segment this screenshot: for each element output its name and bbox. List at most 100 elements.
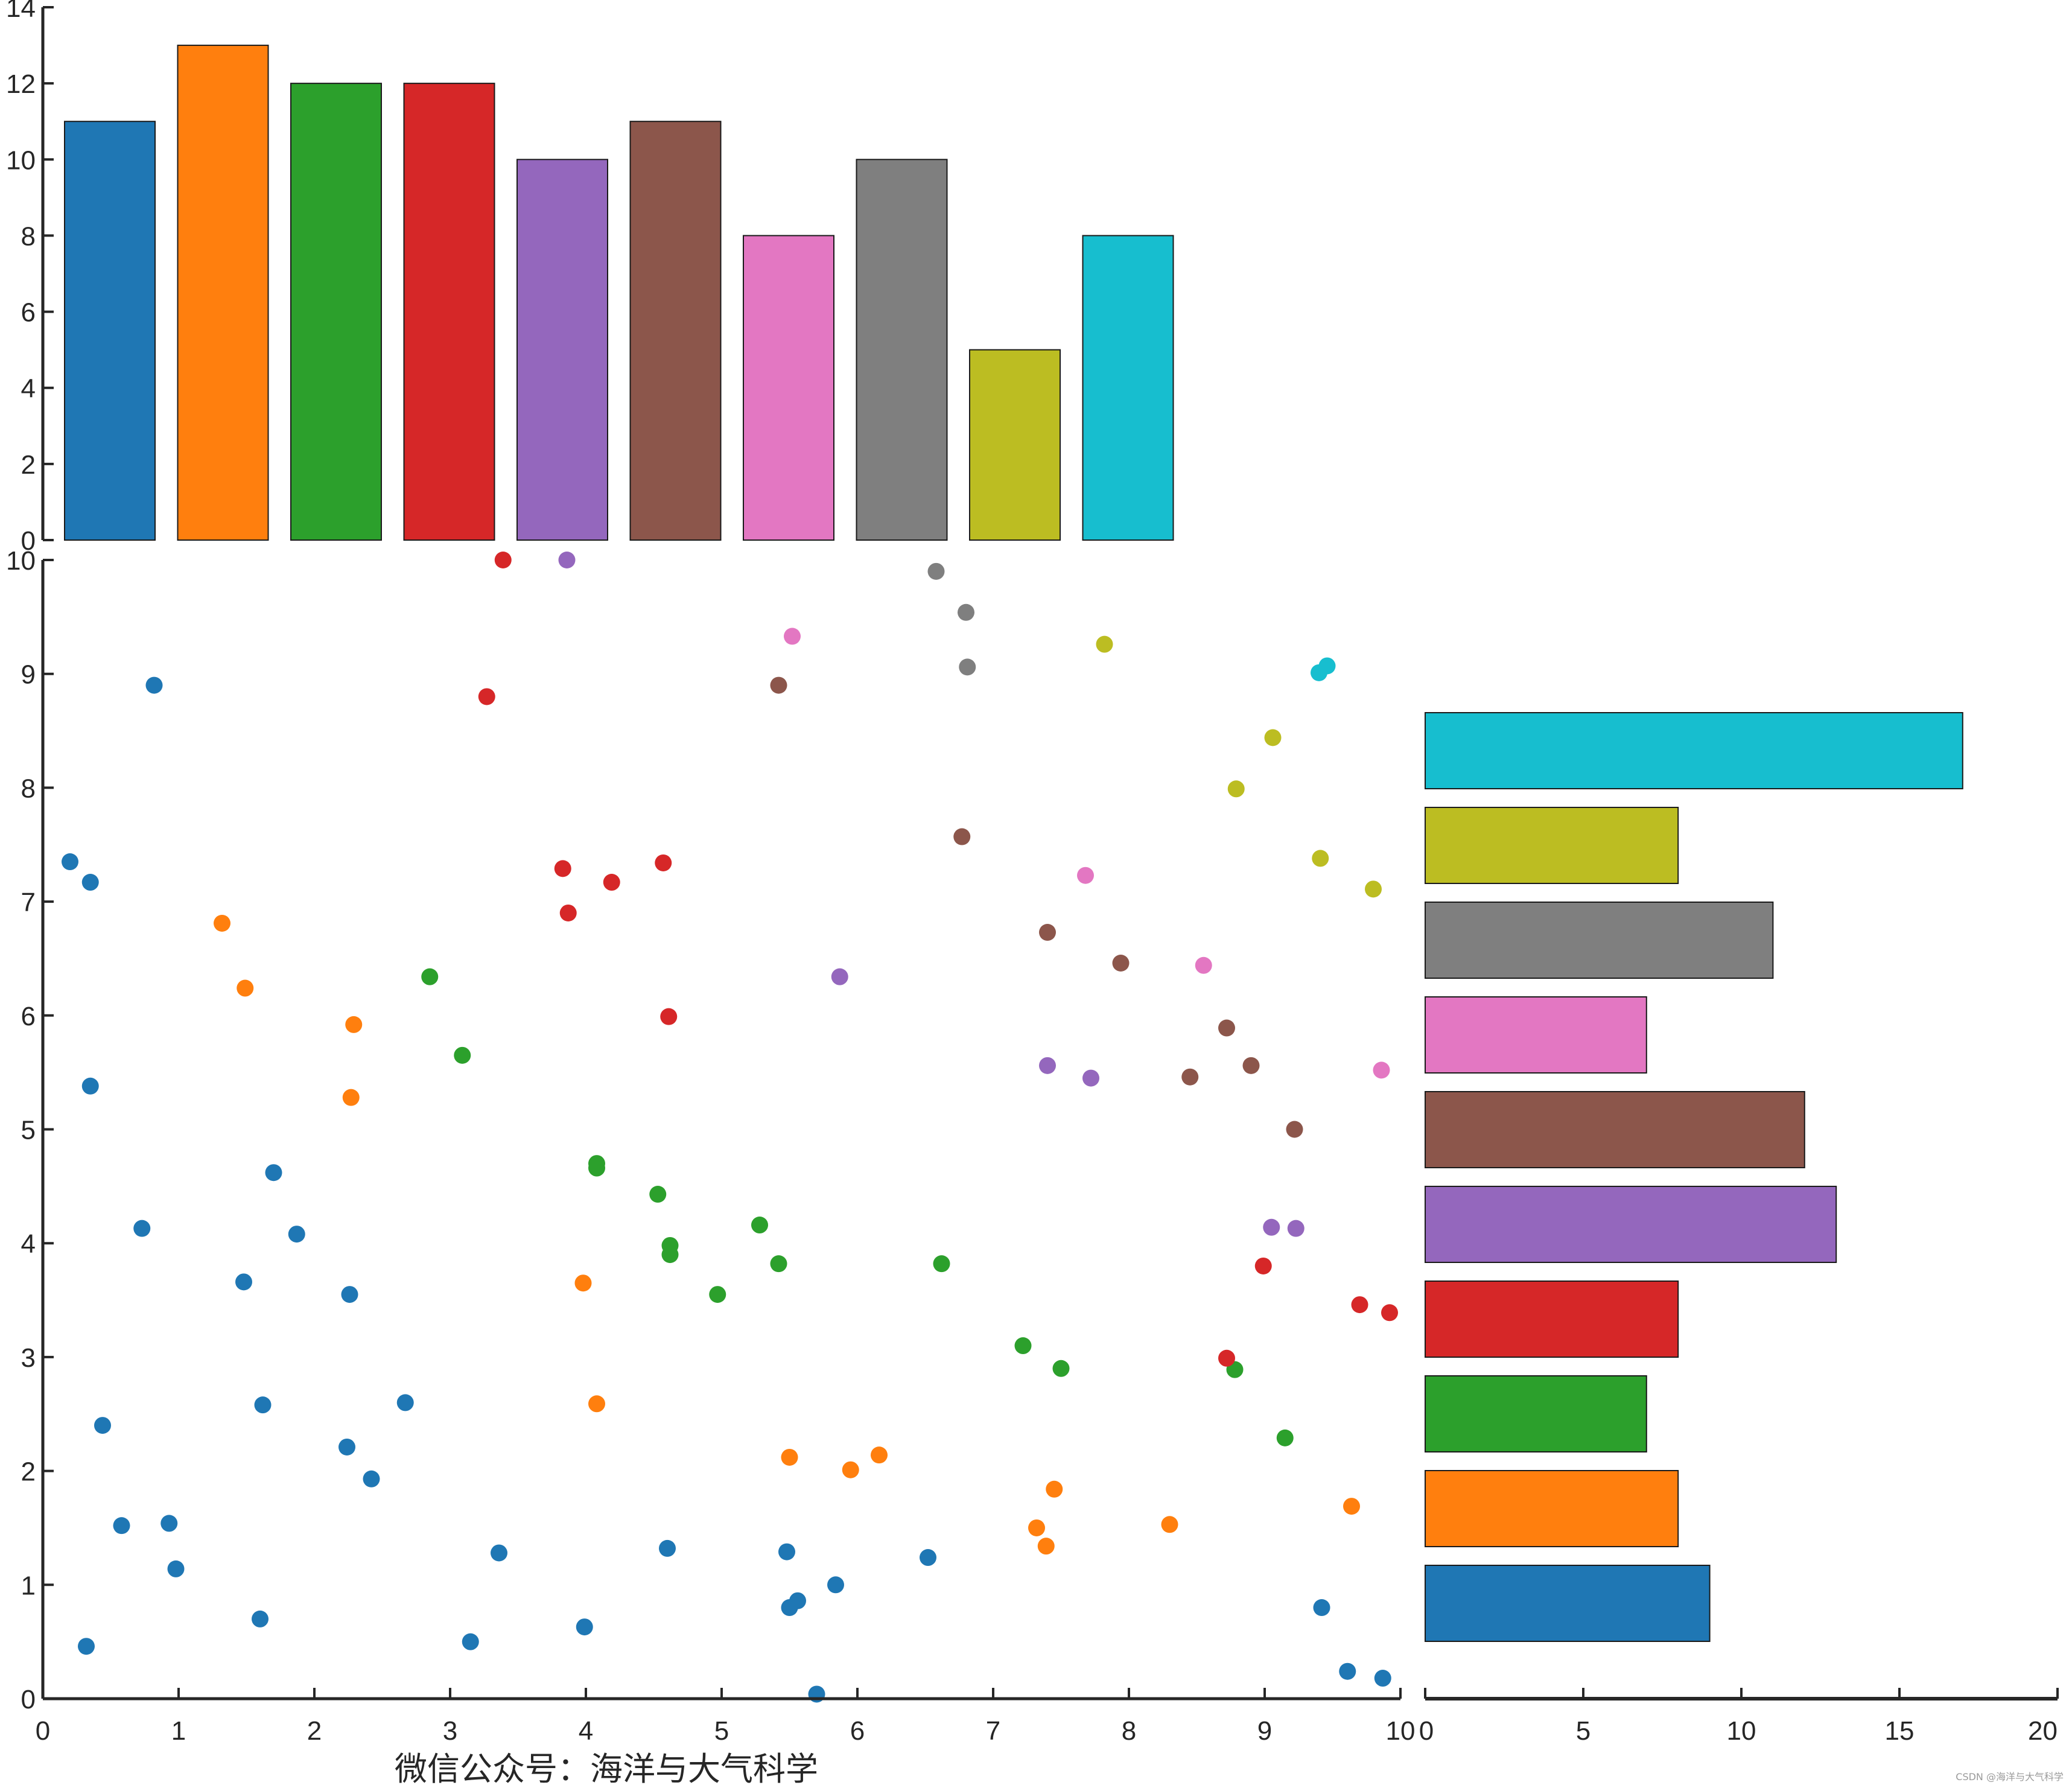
scatter-point-group-4 (603, 874, 620, 891)
scatter-point-group-3 (588, 1159, 605, 1177)
scatter-point-group-4 (1254, 1257, 1272, 1274)
scatter-point-group-1 (341, 1286, 358, 1303)
hbar-7 (1425, 996, 1647, 1074)
watermark-text: CSDN @海洋与大气科学 (1956, 1771, 2064, 1783)
x-tick-label: 3 (443, 1716, 457, 1746)
x-tick-label: 0 (1419, 1716, 1434, 1746)
scatter-point-group-2 (588, 1395, 605, 1413)
x-tick-label: 20 (2028, 1716, 2058, 1746)
scatter-point-group-4 (655, 854, 672, 871)
scatter-point-group-2 (342, 1089, 360, 1106)
x-tick-label: 9 (1257, 1716, 1272, 1746)
scatter-point-group-6 (953, 828, 971, 845)
scatter-point-group-8 (959, 658, 976, 676)
scatter-point-group-1 (62, 853, 78, 871)
x-tick-label: 10 (1386, 1716, 1416, 1746)
scatter-point-group-2 (237, 979, 254, 997)
x-tick-label: 7 (986, 1716, 1000, 1746)
bar-2 (177, 45, 269, 541)
y-tick-label: 0 (21, 526, 36, 556)
scatter-point-group-1 (1313, 1599, 1330, 1617)
scatter-point-group-7 (1077, 867, 1094, 884)
caption-text: 微信公众号：海洋与大气科学 (395, 1750, 818, 1788)
scatter-point-group-6 (770, 676, 787, 694)
x-tick-label: 6 (850, 1716, 865, 1746)
scatter-point-group-2 (214, 914, 230, 932)
scatter-point-group-2 (1161, 1516, 1178, 1533)
y-tick-label: 9 (21, 660, 36, 690)
scatter-point-group-1 (254, 1396, 272, 1414)
scatter-point-group-4 (559, 904, 577, 921)
scatter-point-group-1 (160, 1515, 178, 1532)
scatter-point-group-3 (933, 1255, 950, 1273)
scatter-point-group-9 (1096, 635, 1113, 653)
hbar-9 (1425, 807, 1679, 884)
scatter-point-group-1 (363, 1470, 380, 1487)
scatter-point-group-1 (94, 1417, 111, 1434)
scatter-point-group-1 (827, 1576, 844, 1594)
hbar-1 (1425, 1565, 1711, 1642)
scatter-point-group-1 (265, 1164, 282, 1182)
y-tick-label: 1 (21, 1571, 36, 1600)
scatter-point-group-3 (1276, 1429, 1294, 1446)
scatter-point-group-3 (661, 1246, 679, 1264)
x-tick-label: 0 (36, 1716, 50, 1746)
hbar-2 (1425, 1470, 1679, 1547)
scatter-point-group-4 (660, 1008, 678, 1025)
scatter-point-group-1 (920, 1549, 936, 1567)
scatter-point-group-1 (235, 1273, 252, 1291)
bar-9 (969, 349, 1061, 541)
hbar-5 (1425, 1186, 1837, 1263)
scatter-point-group-10 (1318, 657, 1336, 675)
scatter-point-group-1 (659, 1539, 676, 1557)
scatter-point-group-2 (1037, 1538, 1055, 1555)
scatter-point-group-1 (396, 1394, 414, 1411)
scatter-point-group-3 (770, 1255, 787, 1273)
scatter-point-group-3 (751, 1217, 768, 1234)
scatter-point-group-1 (1374, 1670, 1391, 1687)
scatter-point-group-2 (345, 1016, 363, 1033)
scatter-point-group-1 (778, 1543, 795, 1561)
scatter-point-group-4 (554, 860, 571, 877)
scatter-point-group-1 (81, 874, 99, 891)
hbar-4 (1425, 1281, 1679, 1358)
scatter-point-group-1 (491, 1544, 507, 1562)
scatter-point-group-1 (81, 1077, 99, 1095)
scatter-point-group-2 (1028, 1519, 1045, 1536)
scatter-point-group-6 (1039, 924, 1056, 941)
scatter-point-group-5 (831, 968, 848, 985)
scatter-point-group-1 (78, 1638, 95, 1655)
scatter-point-group-6 (1218, 1019, 1235, 1037)
x-tick-label: 8 (1122, 1716, 1136, 1746)
scatter-point-group-5 (558, 552, 576, 568)
scatter-point-group-9 (1264, 729, 1282, 746)
scatter-point-group-5 (1039, 1057, 1056, 1074)
hbar-10 (1425, 712, 1963, 789)
bar-5 (516, 159, 608, 541)
scatter-point-group-1 (113, 1517, 130, 1535)
y-tick-label: 10 (6, 145, 36, 175)
x-tick-label: 1 (171, 1716, 186, 1746)
scatter-point-group-3 (454, 1046, 471, 1064)
x-tick-label: 5 (1576, 1716, 1591, 1746)
bar-7 (743, 235, 834, 541)
scatter-point-group-6 (1242, 1057, 1260, 1074)
side-bar-chart: 0 5 10 15 20 (1419, 712, 2059, 1746)
scatter-point-group-1 (781, 1599, 798, 1617)
bar-10 (1082, 235, 1174, 541)
y-tick-label: 6 (21, 1002, 36, 1031)
scatter-chart: 0 1 2 3 4 5 6 7 8 9 10 0 1 2 3 4 5 6 7 8 9 10 (6, 546, 1415, 1746)
scatter-point-group-2 (1046, 1480, 1063, 1498)
scatter-point-group-1 (167, 1560, 185, 1577)
scatter-point-group-8 (958, 603, 974, 621)
y-tick-label: 5 (21, 1116, 36, 1145)
scatter-point-group-3 (1014, 1337, 1032, 1355)
y-tick-label: 8 (21, 774, 36, 803)
scatter-point-group-1 (288, 1226, 305, 1243)
scatter-point-group-6 (1181, 1068, 1199, 1086)
hbar-8 (1425, 902, 1774, 979)
scatter-point-group-6 (1112, 954, 1130, 972)
y-tick-label: 2 (21, 450, 36, 480)
x-tick-label: 15 (1885, 1716, 1915, 1746)
